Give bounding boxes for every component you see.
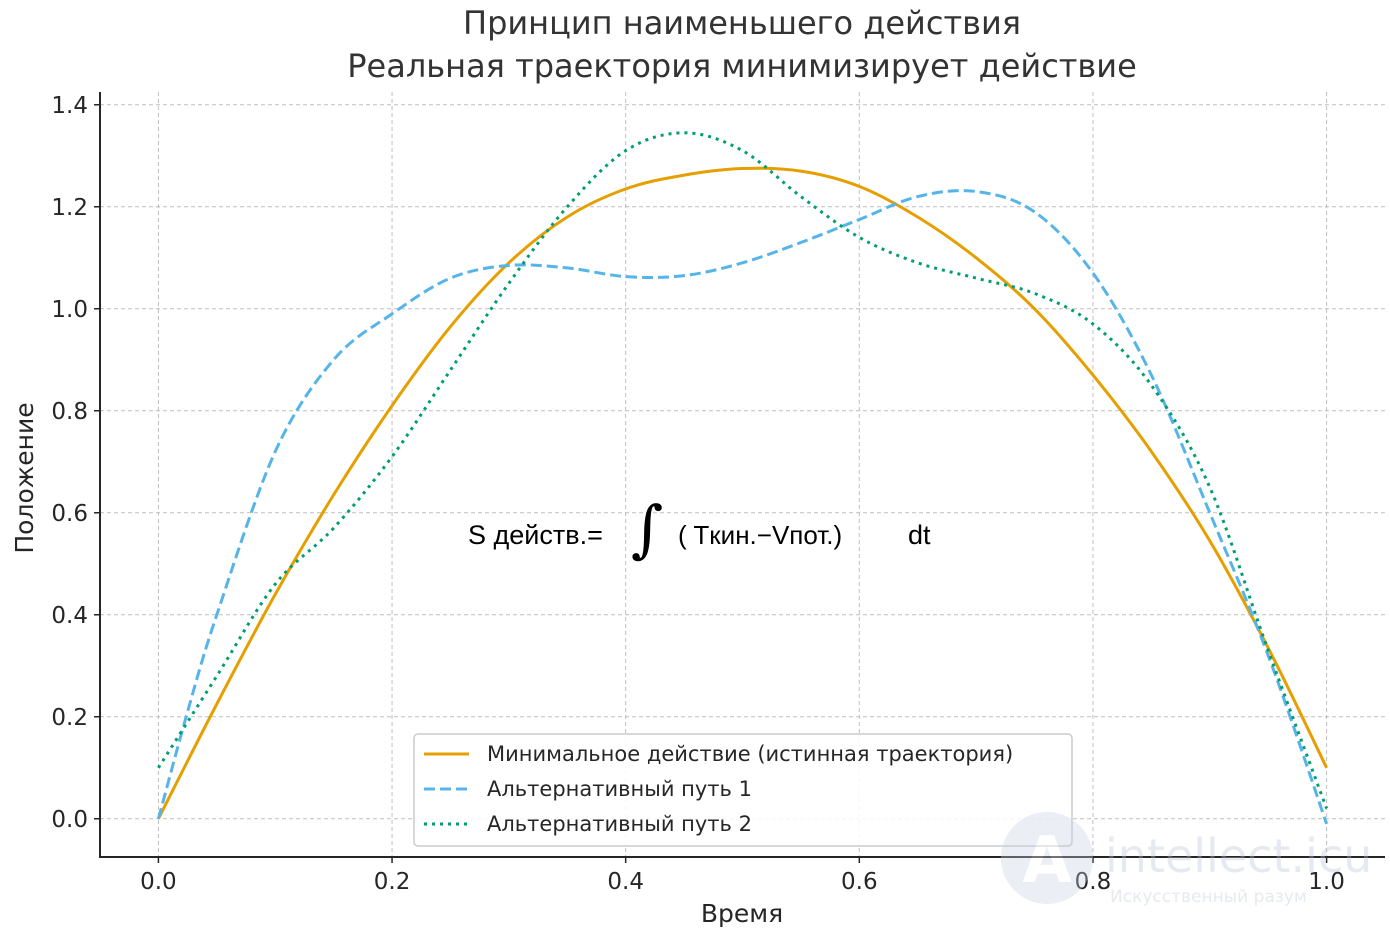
formula-prefix: S действ.= xyxy=(468,520,603,550)
series-line-alt-path-2 xyxy=(157,131,1329,810)
chart-title-line1: Принцип наименьшего действия xyxy=(463,4,1021,42)
integral-sign: ∫ xyxy=(631,492,663,565)
watermark-tagline: Искусственный разум xyxy=(1110,887,1307,907)
series-layer xyxy=(156,131,1329,825)
y-tick-label: 1.2 xyxy=(51,195,88,221)
y-tick-label: 1.4 xyxy=(51,93,88,119)
x-tick-label: 1.0 xyxy=(1308,869,1345,895)
legend-label-1: Минимальное действие (истинная траектори… xyxy=(487,742,1013,766)
y-tick-label: 1.0 xyxy=(51,297,88,323)
formula-body: ( Tкин.−Vпот.) xyxy=(678,520,842,550)
legend-label-2: Альтернативный путь 1 xyxy=(487,777,752,801)
watermark: A intellect.icu Искусственный разум xyxy=(1001,812,1372,907)
chart-title: Принцип наименьшего действия Реальная тр… xyxy=(347,4,1137,85)
y-ticks: 0.0 0.2 0.4 0.6 0.8 1.0 1.2 1.4 xyxy=(51,93,100,833)
axes xyxy=(99,92,1385,858)
x-axis-label: Время xyxy=(701,899,783,928)
series-line-true-path xyxy=(157,166,1328,820)
x-tick-label: 0.8 xyxy=(1075,869,1112,895)
y-tick-label: 0.4 xyxy=(51,603,88,629)
action-formula: S действ.= ∫ ( Tкин.−Vпот.) dt xyxy=(468,492,931,565)
x-tick-label: 0.4 xyxy=(607,869,644,895)
legend-label-3: Альтернативный путь 2 xyxy=(487,812,752,836)
x-tick-label: 0.6 xyxy=(841,869,878,895)
legend-box xyxy=(413,733,1073,847)
y-tick-label: 0.8 xyxy=(51,399,88,425)
formula-dt: dt xyxy=(908,520,931,550)
chart-title-line2: Реальная траектория минимизирует действи… xyxy=(347,47,1137,85)
x-tick-label: 0.0 xyxy=(140,869,177,895)
legend-item-2: Альтернативный путь 1 xyxy=(424,777,752,801)
y-tick-label: 0.2 xyxy=(51,705,88,731)
x-tick-label: 0.2 xyxy=(374,869,411,895)
y-axis-label: Положение xyxy=(10,402,39,553)
watermark-logo-circle xyxy=(1001,812,1093,904)
watermark-logo-letter: A xyxy=(1022,824,1072,898)
y-tick-label: 0.0 xyxy=(51,807,88,833)
x-ticks: 0.0 0.2 0.4 0.6 0.8 1.0 xyxy=(140,857,1345,895)
legend: Минимальное действие (истинная траектори… xyxy=(413,733,1073,847)
legend-item-3: Альтернативный путь 2 xyxy=(424,812,752,836)
watermark-name: intellect.icu xyxy=(1105,829,1372,883)
y-tick-label: 0.6 xyxy=(51,501,88,527)
series-line-alt-path-1 xyxy=(156,189,1329,825)
legend-item-1: Минимальное действие (истинная траектори… xyxy=(424,742,1013,766)
